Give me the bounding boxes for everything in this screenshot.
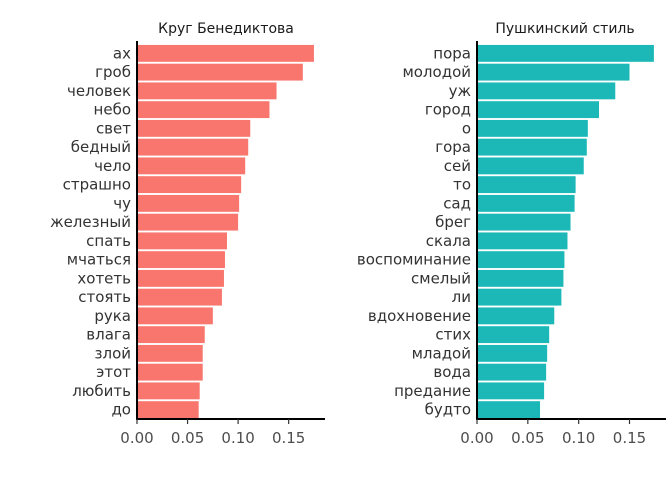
bar: [477, 176, 576, 194]
bar: [137, 44, 314, 62]
category-label: уж: [449, 82, 471, 100]
x-tick-label: 0.15: [272, 429, 305, 447]
bar: [477, 232, 568, 250]
bar: [477, 82, 616, 100]
category-label: пора: [433, 44, 471, 62]
category-label: до: [111, 401, 131, 419]
category-label: небо: [94, 101, 131, 119]
category-label: смелый: [411, 269, 471, 287]
category-label: ли: [452, 288, 471, 306]
category-label: страшно: [63, 176, 131, 194]
bar: [477, 307, 555, 325]
category-label: скала: [426, 232, 471, 250]
bar: [137, 401, 199, 419]
category-label: мчаться: [67, 251, 131, 269]
bar: [477, 63, 630, 81]
bar: [477, 101, 599, 119]
category-label: этот: [96, 363, 131, 381]
bar: [137, 63, 303, 81]
bar: [477, 326, 550, 344]
category-label: предание: [394, 382, 471, 400]
category-label: гора: [435, 138, 471, 156]
bar: [137, 213, 239, 231]
bar: [477, 138, 587, 156]
x-tick-label: 0.15: [613, 429, 646, 447]
bar: [137, 382, 200, 400]
x-tick-label: 0.00: [120, 429, 153, 447]
panel-title: Пушкинский стиль: [495, 21, 634, 37]
category-label: город: [425, 101, 471, 119]
category-label: то: [453, 176, 471, 194]
bar: [477, 44, 654, 62]
bar: [137, 344, 203, 362]
bar: [477, 401, 541, 419]
category-label: стоять: [78, 288, 131, 306]
bar: [477, 194, 575, 212]
bar: [477, 269, 564, 287]
category-label: о: [462, 119, 471, 137]
bar: [137, 138, 249, 156]
category-label: молодой: [402, 63, 471, 81]
bar: [477, 119, 588, 137]
category-label: вдохновение: [368, 307, 471, 325]
x-tick-label: 0.05: [171, 429, 204, 447]
category-label: будто: [425, 401, 471, 419]
bar: [477, 251, 565, 269]
category-label: вода: [433, 363, 471, 381]
bar: [477, 382, 545, 400]
category-label: гроб: [95, 63, 131, 81]
category-label: брег: [435, 213, 471, 231]
category-label: воспоминание: [357, 251, 471, 269]
bar: [477, 213, 571, 231]
bar: [477, 157, 584, 175]
bar: [477, 344, 548, 362]
x-tick-label: 0.00: [460, 429, 493, 447]
bar: [137, 101, 270, 119]
category-label: чело: [94, 157, 131, 175]
panel-title: Круг Бенедиктова: [158, 21, 294, 37]
bar: [137, 176, 242, 194]
category-label: хотеть: [77, 269, 131, 287]
category-label: железный: [50, 213, 131, 231]
category-label: влага: [86, 326, 131, 344]
category-label: спать: [86, 232, 131, 250]
category-label: свет: [96, 119, 131, 137]
bar: [477, 363, 547, 381]
bar: [137, 326, 205, 344]
category-label: стих: [435, 326, 471, 344]
bar: [137, 119, 251, 137]
category-label: ах: [113, 44, 131, 62]
category-label: человек: [67, 82, 131, 100]
x-tick-label: 0.05: [511, 429, 544, 447]
bar: [137, 269, 224, 287]
category-label: чу: [113, 194, 131, 212]
category-label: бедный: [71, 138, 131, 156]
category-label: младой: [412, 344, 471, 362]
bar: [137, 82, 277, 100]
category-label: сад: [443, 194, 471, 212]
category-label: злой: [95, 344, 132, 362]
x-tick-label: 0.10: [562, 429, 595, 447]
bar: [137, 363, 203, 381]
panel-benediktov: Круг Бенедиктова ахгробчеловекнебосветбе…: [50, 21, 325, 447]
category-label: рука: [94, 307, 131, 325]
bar: [137, 288, 222, 306]
bar: [477, 288, 562, 306]
bar: [137, 232, 227, 250]
bar: [137, 307, 213, 325]
panel-pushkin: Пушкинский стиль порамолодойужгородогора…: [357, 21, 666, 447]
category-label: сей: [444, 157, 471, 175]
x-tick-label: 0.10: [221, 429, 254, 447]
bar: [137, 194, 240, 212]
bar: [137, 251, 225, 269]
bar: [137, 157, 246, 175]
category-label: любить: [72, 382, 131, 400]
